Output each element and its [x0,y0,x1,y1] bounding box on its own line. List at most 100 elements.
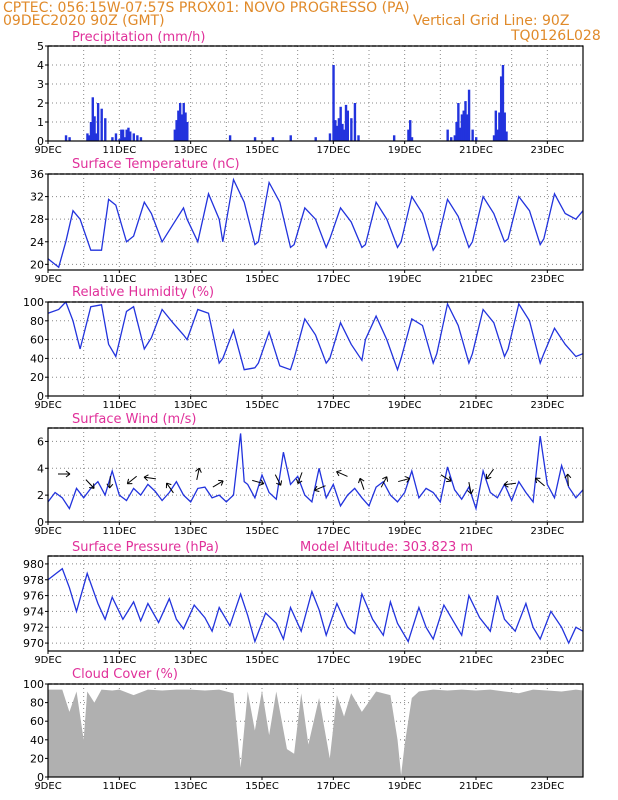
precip-bar [339,106,342,141]
precip-bar [118,139,121,141]
wind-arrow-shaft [359,478,365,490]
precip-bar [89,122,93,141]
x-tick-label: 21DEC [459,145,493,156]
x-tick-label: 19DEC [388,145,422,156]
y-tick-label: 2 [37,97,44,110]
precip-bar [121,129,125,141]
header-model-id: TQ0126L028 [511,28,601,44]
precip-bar [453,135,456,141]
wind-title: Surface Wind (m/s) [72,412,196,427]
precip-bar [498,112,501,141]
precip-bar [253,137,257,141]
wind-arrow-shaft [567,473,569,487]
panel-cloud: 0 20 40 60 80 100 9DEC 11DEC 13DEC 15DEC 17DEC 19DE… [23,667,584,792]
wind-arrow-head [336,469,342,477]
precip-bar [494,110,498,141]
wind-arrow-icon [252,479,265,486]
y-tick-label: 970 [23,637,44,650]
wind-arrow-shaft [297,472,303,484]
x-tick-label: 19DEC [388,274,422,285]
wind-arrow-shaft [503,482,517,486]
y-tick-label: 0 [37,771,44,784]
y-tick-label: 100 [23,678,44,691]
y-tick-label: 20 [30,371,44,384]
precip-bar [410,137,414,141]
precip-bar [471,129,474,141]
wind-arrow-head [195,467,202,473]
y-tick-label: 60 [30,334,44,347]
x-tick-label: 13DEC [174,526,208,537]
precip-title: Precipitation (mm/h) [72,30,205,45]
y-tick-label: 4 [37,462,44,475]
y-tick-label: 972 [23,621,44,634]
wind-arrow-head [258,479,265,486]
panel-wind: 0 2 4 6 9DEC 11DEC 13DEC 15DEC 17DEC 19DEC 21DEC 23… [34,412,584,537]
header-run-date: 09DEC2020 90Z (GMT) [3,13,165,29]
precip-bar [458,127,462,141]
precip-bar [350,118,353,141]
x-tick-label: 21DEC [459,526,493,537]
wind-arrow-icon [380,476,389,488]
x-tick-label: 15DEC [245,655,279,666]
precip-bar [353,103,357,141]
wind-arrow-shaft [336,471,348,477]
wind-arrow-head [276,480,283,486]
y-tick-label: 0 [37,390,44,403]
cloud-area [48,689,583,777]
x-tick-label: 15DEC [245,274,279,285]
wind-arrow-head [467,489,474,495]
y-tick-label: 24 [30,236,44,249]
y-tick-label: 80 [30,697,44,710]
y-tick-label: 32 [30,191,44,204]
y-tick-label: 40 [30,734,44,747]
x-tick-label: 11DEC [102,526,136,537]
precip-bar [344,104,348,141]
precip-bar [68,137,71,141]
wind-arrow-head [143,474,149,482]
x-tick-label: 23DEC [530,655,564,666]
x-tick-label: 13DEC [174,274,208,285]
precip-bar [455,122,458,141]
wind-arrow-head [165,482,172,489]
pres-annotation: Model Altitude: 303.823 m [300,540,473,555]
precip-bar [180,114,184,141]
x-tick-label: 13DEC [174,781,208,792]
x-tick-label: 17DEC [316,145,350,156]
precip-bar [457,103,460,141]
x-tick-label: 9DEC [34,145,61,156]
header-grid-line: Vertical Grid Line: 90Z [413,13,570,29]
wind-arrow-icon [58,470,71,478]
x-tick-label: 15DEC [245,400,279,411]
panel-rh: 0 20 40 60 80 100 9DEC 11DEC 13DEC 15DEC 17DEC 19DE… [23,285,584,411]
x-tick-label: 19DEC [388,655,422,666]
precip-bar [407,129,410,141]
wind-arrow-icon [314,485,326,493]
wind-arrow-head [126,478,133,485]
precip-bar [499,76,503,141]
precip-bar [475,137,478,141]
x-tick-label: 11DEC [102,400,136,411]
wind-arrow-head [485,473,492,480]
y-tick-label: 1 [37,116,44,129]
wind-frame [47,427,584,523]
y-tick-label: 6 [37,435,44,448]
y-tick-label: 28 [30,213,44,226]
wind-arrow-head [106,483,114,489]
wind-arrow-icon [212,479,224,488]
y-tick-label: 5 [37,40,44,53]
x-tick-label: 9DEC [34,655,61,666]
precip-bar [91,97,94,141]
wind-arrow-shaft [440,474,452,482]
precip-bar [104,118,107,141]
precip-bar [314,137,317,141]
precip-bar [95,133,98,141]
x-tick-label: 15DEC [245,145,279,156]
wind-arrow-icon [106,475,114,489]
y-tick-label: 974 [23,605,44,618]
precip-bar [357,135,360,141]
header-station-line: CPTEC: 056:15W-07:57S PROX01: NOVO PROGR… [3,0,410,16]
precip-bar [341,123,344,141]
wind-arrow-icon [126,475,137,485]
wind-arrow-icon [165,482,174,494]
x-tick-label: 17DEC [316,655,350,666]
